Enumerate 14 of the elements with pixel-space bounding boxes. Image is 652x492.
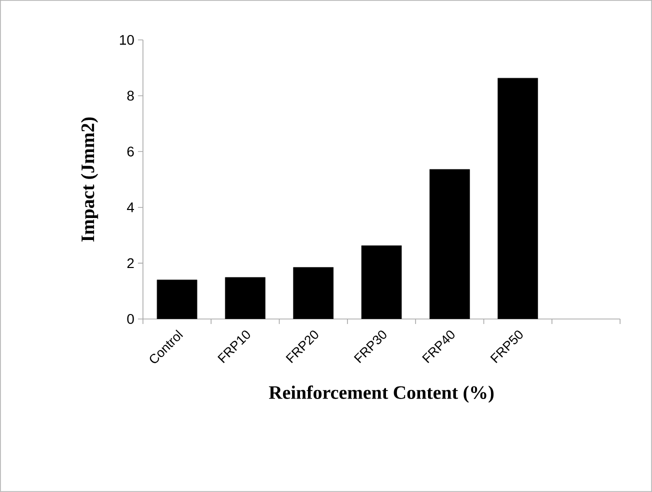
bar [224,277,266,320]
y-tick-label: 8 [127,90,134,101]
bar [293,267,334,320]
y-tick-label: 0 [127,314,134,324]
bar [498,78,538,320]
bar [361,245,402,320]
y-tick-label: 4 [126,202,134,212]
y-axis-title: Impact (Jmm2) [80,117,98,242]
bar [156,280,198,320]
bar [429,169,470,320]
y-tick-label: 10 [120,34,134,45]
y-tick-label: 6 [127,146,134,157]
x-axis-title: Reinforcement Content (%) [268,385,494,403]
y-tick-label: 2 [127,258,134,268]
